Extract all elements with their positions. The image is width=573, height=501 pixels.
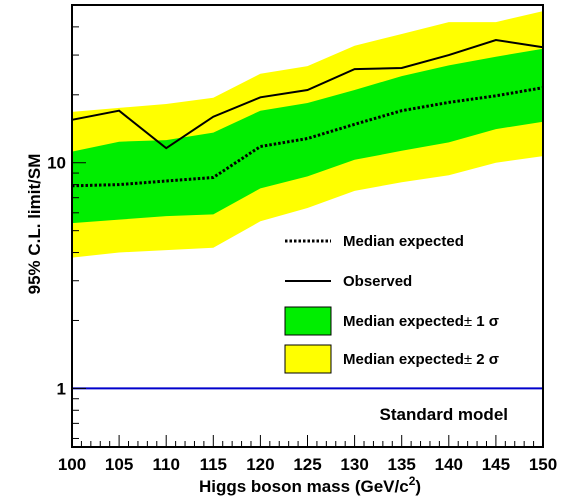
legend-entry: Median expected± 1 σ — [284, 306, 499, 336]
y-tick-label: 1 — [57, 379, 66, 398]
y-axis-title: 95% C.L. limit/SM — [25, 154, 44, 295]
legend-entry: Observed — [285, 273, 412, 290]
x-tick-label: 100 — [58, 455, 86, 474]
standard-model-label: Standard model — [380, 405, 508, 424]
plus-minus-sign: ± — [464, 313, 472, 330]
legend-label: Median expected — [343, 233, 464, 250]
x-tick-label: 145 — [482, 455, 510, 474]
x-tick-label: 110 — [152, 455, 179, 474]
legend-entry: Median expected± 2 σ — [284, 344, 499, 374]
legend-label: Median expected± 2 σ — [343, 351, 499, 368]
legend-entry: Median expected — [285, 233, 464, 250]
x-tick-label: 120 — [246, 455, 274, 474]
observed-line — [71, 38, 544, 150]
series-layer — [71, 38, 544, 188]
green-box-icon — [284, 306, 332, 336]
legend-label: Median expected± 1 σ — [343, 313, 499, 330]
legend: Median expected Observed Median expected± … — [284, 233, 499, 374]
x-tick-label: 150 — [529, 455, 557, 474]
x-axis-title-end: ) — [415, 477, 421, 496]
legend-label: Observed — [343, 273, 412, 290]
yellow-box-icon — [284, 344, 332, 374]
x-tick-label: 130 — [340, 455, 368, 474]
x-tick-label: 105 — [105, 455, 133, 474]
median-expected-line — [71, 86, 544, 188]
x-axis-title-main: Higgs boson mass (GeV/c — [199, 477, 409, 496]
x-axis-title-sup: 2 — [409, 474, 416, 488]
x-tick-label: 135 — [388, 455, 416, 474]
x-tick-label: 125 — [293, 455, 321, 474]
plus-minus-sign: ± — [464, 351, 472, 368]
sigma-label: 2 σ — [472, 351, 499, 368]
x-tick-label: 115 — [200, 455, 227, 474]
y-tick-label: 10 — [47, 154, 66, 173]
x-axis-title: Higgs boson mass (GeV/c2) — [199, 474, 421, 496]
sigma-label: 1 σ — [472, 313, 499, 330]
x-tick-label: 140 — [435, 455, 463, 474]
